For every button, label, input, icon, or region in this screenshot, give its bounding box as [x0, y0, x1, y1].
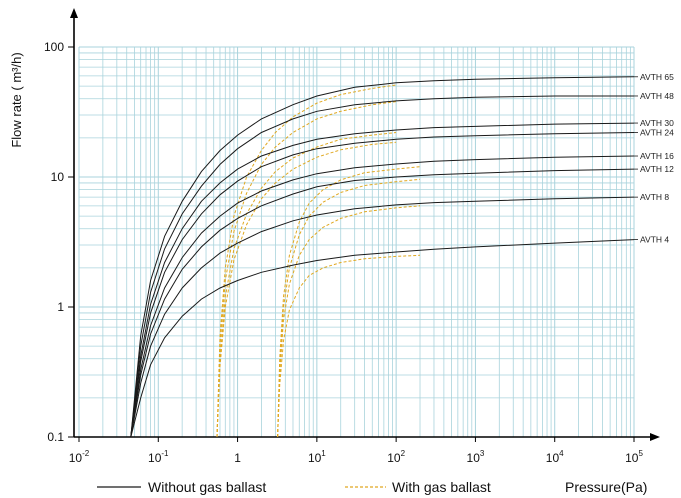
series-label: AVTH 48	[640, 91, 674, 101]
series-dashed-curve	[216, 84, 397, 438]
series-label: AVTH 8	[640, 192, 669, 202]
x-tick-label: 103	[467, 449, 485, 465]
legend: Without gas ballast With gas ballast	[97, 479, 491, 495]
x-tick-base: 10	[625, 451, 639, 465]
x-tick-exponent: 4	[559, 449, 564, 458]
series-label: AVTH 16	[640, 151, 674, 161]
series-dashed-curve	[277, 178, 421, 438]
x-tick-label: 105	[625, 449, 643, 465]
series-solid-curve	[130, 196, 635, 438]
x-tick-exponent: 3	[480, 449, 485, 458]
series-solid-curve	[130, 95, 634, 438]
series-solid-curve	[130, 155, 635, 438]
legend-solid-label: Without gas ballast	[148, 479, 266, 495]
y-axis-title: Flow rate ( m³/h)	[9, 52, 24, 147]
x-tick-label: 10-2	[69, 449, 90, 465]
series-label: AVTH 30	[640, 118, 674, 128]
series-dashed-curve	[277, 254, 421, 438]
x-tick-base: 10	[546, 451, 560, 465]
series-label: AVTH 24	[640, 127, 674, 137]
series-dashed-curve	[277, 205, 421, 438]
x-tick-base: 10	[467, 451, 481, 465]
series-solid-curve	[130, 168, 635, 438]
x-tick-label: 102	[387, 449, 405, 465]
x-tick-base: 1	[234, 451, 241, 465]
x-tick-exponent: 1	[321, 449, 326, 458]
axes	[68, 8, 660, 442]
x-tick-base: 10	[69, 451, 83, 465]
legend-dashed-label: With gas ballast	[392, 479, 491, 495]
series-dashed-curve	[216, 141, 397, 438]
series-label: AVTH 4	[640, 235, 669, 245]
series-dashed-curve	[216, 132, 397, 438]
grid-lines	[78, 46, 635, 438]
y-tick-label: 100	[44, 40, 64, 54]
series-solid-curve	[130, 76, 635, 438]
y-tick-label: 1	[57, 300, 64, 314]
x-tick-exponent: 5	[638, 449, 643, 458]
x-tick-base: 10	[148, 451, 162, 465]
series-solid-curve	[130, 122, 635, 438]
x-tick-exponent: -1	[161, 449, 169, 458]
series-solid-curve	[130, 132, 635, 438]
y-tick-label: 10	[51, 170, 65, 184]
x-tick-base: 10	[387, 451, 401, 465]
y-axis-arrow	[70, 8, 78, 18]
x-tick-label: 101	[308, 449, 326, 465]
series-dashed-curve	[216, 101, 397, 438]
x-axis-title: Pressure(Pa)	[565, 479, 647, 495]
y-tick-label: 0.1	[47, 430, 64, 444]
x-tick-base: 10	[308, 451, 322, 465]
series-label: AVTH 65	[640, 72, 674, 82]
x-axis-arrow	[650, 433, 660, 441]
series-label: AVTH 12	[640, 164, 674, 174]
solid-series	[130, 76, 635, 438]
series-solid-curve	[130, 239, 635, 438]
x-tick-label: 10-1	[148, 449, 169, 465]
x-tick-exponent: 2	[401, 449, 406, 458]
axis-titles: Flow rate ( m³/h) Pressure(Pa)	[9, 52, 647, 495]
x-tick-label: 1	[234, 451, 241, 465]
x-tick-label: 104	[546, 449, 564, 465]
dashed-series	[216, 84, 421, 438]
x-tick-exponent: -2	[82, 449, 90, 458]
